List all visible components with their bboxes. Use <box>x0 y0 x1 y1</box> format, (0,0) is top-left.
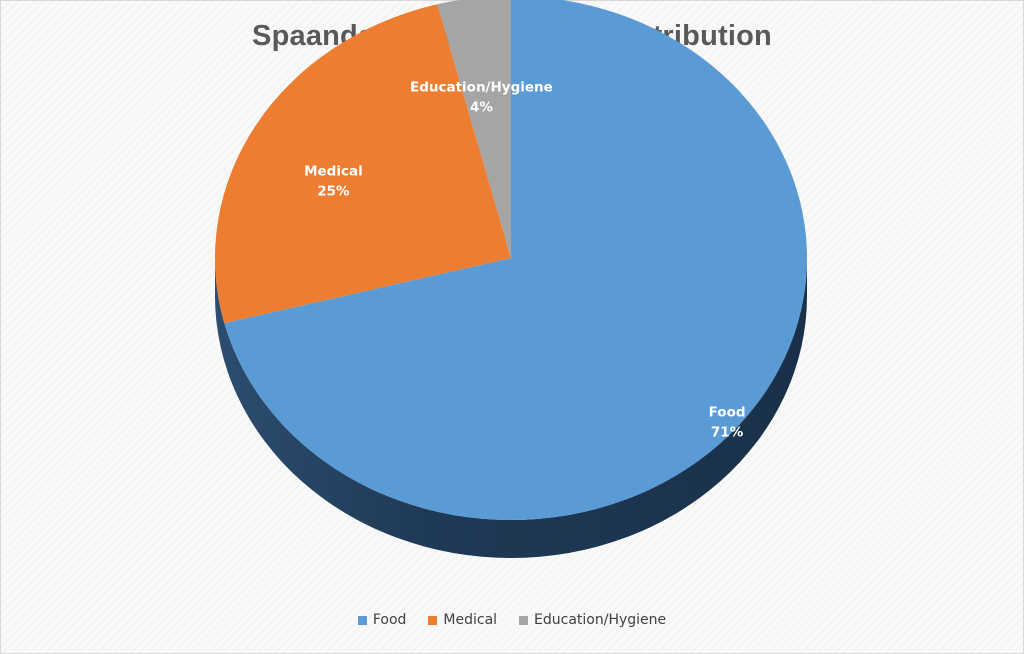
slice-label-food: Food <box>709 404 746 420</box>
slice-label-education-hygiene: Education/Hygiene <box>410 80 553 96</box>
slice-value-medical: 25% <box>317 183 350 199</box>
pie-slice-education-hygiene <box>437 0 511 258</box>
legend-swatch-food <box>357 615 367 625</box>
slice-label-medical: Medical <box>304 163 363 179</box>
chart-legend: Food Medical Education/Hygiene <box>0 612 1024 628</box>
legend-label-food: Food <box>372 612 407 628</box>
legend-label-medical: Medical <box>443 612 498 628</box>
slice-value-food: 71% <box>711 424 744 440</box>
legend-swatch-education-hygiene <box>519 615 529 625</box>
pie-slice-food <box>224 0 807 520</box>
legend-label-education-hygiene: Education/Hygiene <box>534 612 667 628</box>
legend-item-food: Food <box>357 612 407 628</box>
slice-value-education-hygiene: 4% <box>470 100 493 116</box>
legend-item-education-hygiene: Education/Hygiene <box>519 612 666 628</box>
pie-slice-medical <box>214 4 511 324</box>
legend-item-medical: Medical <box>428 612 497 628</box>
legend-swatch-medical <box>428 615 438 625</box>
